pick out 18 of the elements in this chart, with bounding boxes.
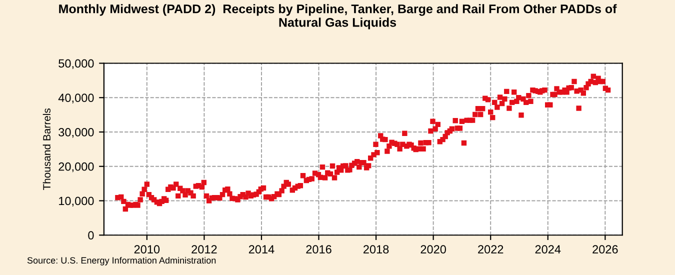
y-axis-title: Thousand Barrels [42, 108, 51, 190]
y-tick-label: 0 [88, 231, 94, 240]
chart-title: Monthly Midwest (PADD 2) Receipts by Pipeline, Tanker, Barge and Rail From Other PADDs of Natural Gas Liquids [59, 4, 617, 30]
x-tick-label: 2020 [420, 245, 446, 254]
y-tick-label: 30,000 [58, 128, 94, 138]
x-tick-label: 2022 [478, 245, 504, 254]
y-tick-label: 20,000 [58, 162, 94, 172]
y-tick-label: 40,000 [58, 94, 94, 104]
source-note: Source: U.S. Energy Information Administration [27, 256, 216, 266]
x-tick-label: 2026 [592, 245, 618, 254]
x-tick-label: 2012 [192, 245, 217, 254]
x-tick-label: 2010 [134, 245, 160, 254]
x-tick-label: 2024 [535, 245, 561, 254]
x-tick-label: 2018 [364, 245, 389, 254]
y-tick-label: 10,000 [59, 196, 94, 207]
y-tick-label: 50,000 [58, 59, 94, 70]
x-tick-label: 2016 [306, 245, 332, 254]
x-tick-label: 2014 [248, 245, 274, 254]
